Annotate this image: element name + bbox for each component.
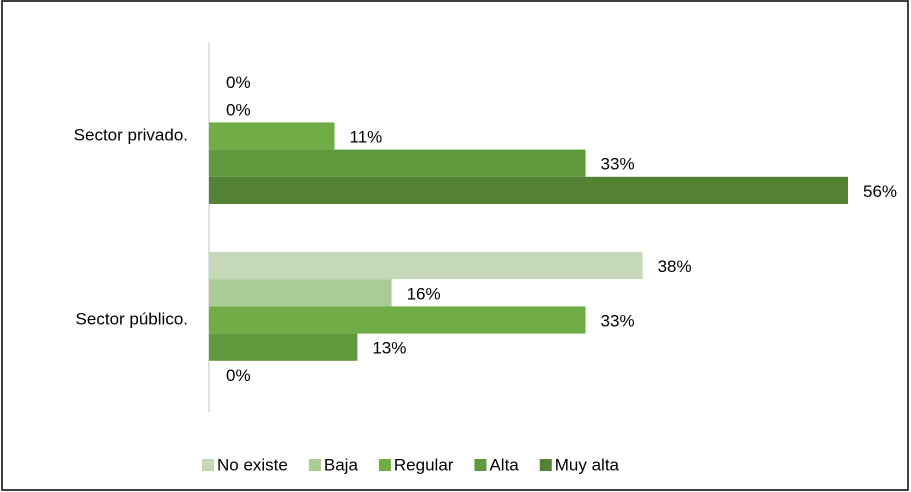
legend-swatch <box>308 459 321 471</box>
legend-label: Baja <box>324 455 359 474</box>
bar <box>209 176 848 204</box>
legend-swatch <box>378 459 391 471</box>
legend-label: Alta <box>489 455 519 474</box>
bar <box>209 122 335 150</box>
value-label: 0% <box>226 100 251 119</box>
value-label: 38% <box>658 257 692 276</box>
bar <box>209 279 392 307</box>
value-label: 13% <box>372 339 406 358</box>
category-label: Sector privado. <box>74 125 188 144</box>
value-label: 16% <box>407 284 441 303</box>
value-label: 56% <box>863 182 897 201</box>
bar <box>209 333 358 361</box>
legend-label: Muy alta <box>555 455 620 474</box>
legend-label: No existe <box>217 455 288 474</box>
legend-swatch <box>539 459 552 471</box>
bar <box>209 149 586 177</box>
value-label: 11% <box>350 127 383 146</box>
value-label: 0% <box>226 366 251 385</box>
bar <box>209 306 586 334</box>
legend-swatch <box>474 459 487 471</box>
value-label: 33% <box>601 311 635 330</box>
category-label: Sector público. <box>76 309 188 328</box>
bar <box>209 252 643 280</box>
value-label: 0% <box>226 73 251 92</box>
legend-swatch <box>202 459 214 471</box>
value-label: 33% <box>601 155 635 174</box>
legend-label: Regular <box>394 455 454 474</box>
